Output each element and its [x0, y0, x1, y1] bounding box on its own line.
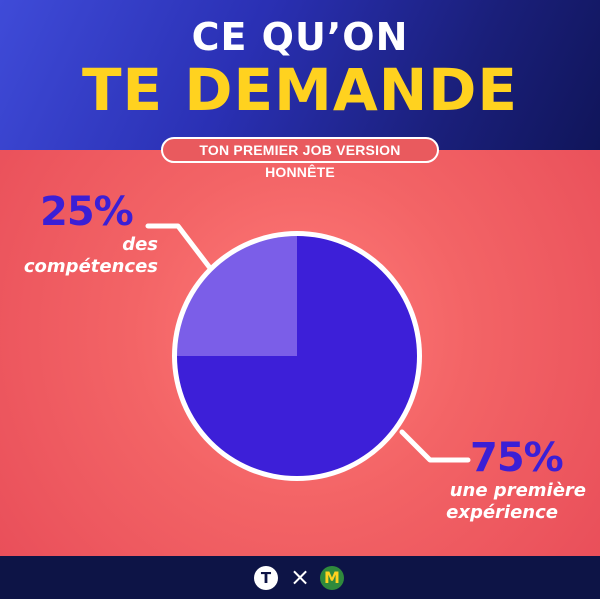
leader-line-small — [145, 223, 213, 271]
leader-line-large — [399, 429, 471, 463]
brand-m-logo: M — [320, 566, 344, 590]
header-banner: CE QU’ON TE DEMANDE — [0, 0, 600, 150]
footer-bar — [0, 556, 600, 599]
subtitle-pill: TON PREMIER JOB VERSION HONNÊTE — [161, 137, 439, 180]
slice-label-pct-large: 75% — [470, 435, 564, 481]
pie-slice-competences — [177, 236, 297, 356]
brand-t-logo: T — [254, 566, 278, 590]
slice-label-pct-small: 25% — [40, 189, 134, 235]
slice-label-text-small-1: des — [122, 234, 158, 255]
slice-label-text-small-2: compétences — [23, 256, 158, 277]
pie-slices — [177, 236, 417, 476]
slice-label-text-large-2: expérience — [446, 502, 558, 523]
leader-lines — [145, 223, 471, 463]
collab-separator: × — [289, 563, 311, 591]
title-line-2: TE DEMANDE — [81, 56, 519, 124]
title-line-1: CE QU’ON — [191, 15, 409, 59]
slice-label-text-large-1: une première — [449, 480, 586, 501]
